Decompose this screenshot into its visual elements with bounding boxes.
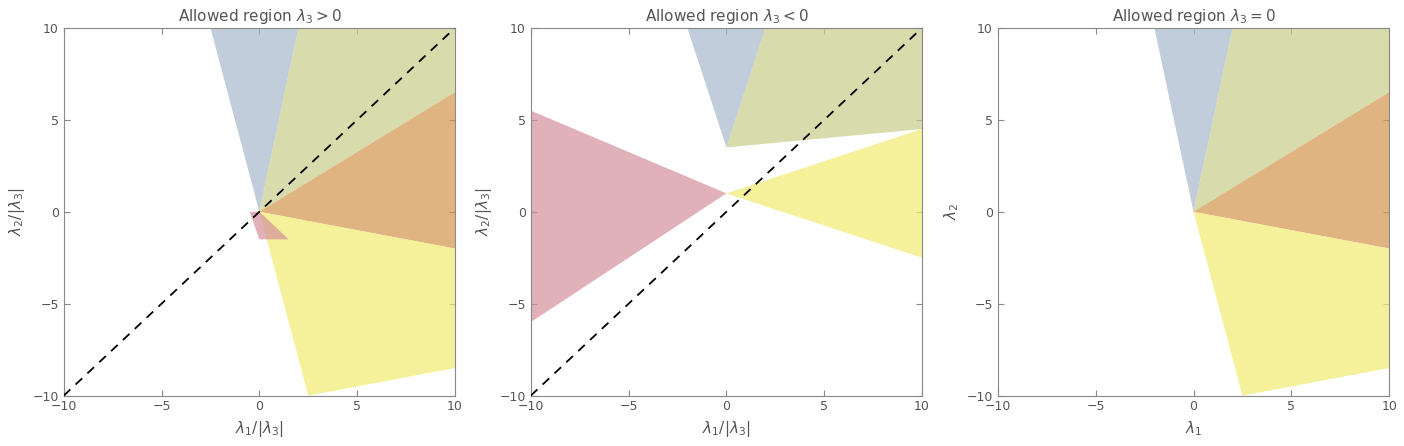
Polygon shape xyxy=(1193,28,1389,212)
Title: Allowed region $\lambda_3 = 0$: Allowed region $\lambda_3 = 0$ xyxy=(1112,7,1275,26)
Y-axis label: $\lambda_2/|\lambda_3|$: $\lambda_2/|\lambda_3|$ xyxy=(475,187,494,236)
Title: Allowed region $\lambda_3 < 0$: Allowed region $\lambda_3 < 0$ xyxy=(644,7,809,26)
Polygon shape xyxy=(260,92,455,248)
Polygon shape xyxy=(688,28,765,148)
Polygon shape xyxy=(1193,212,1389,396)
Title: Allowed region $\lambda_3 > 0$: Allowed region $\lambda_3 > 0$ xyxy=(177,7,341,26)
Polygon shape xyxy=(726,28,922,148)
Polygon shape xyxy=(726,129,922,258)
Polygon shape xyxy=(260,28,455,212)
X-axis label: $\lambda_1/|\lambda_3|$: $\lambda_1/|\lambda_3|$ xyxy=(702,419,751,439)
Polygon shape xyxy=(260,212,455,396)
Y-axis label: $\lambda_2/|\lambda_3|$: $\lambda_2/|\lambda_3|$ xyxy=(7,187,27,236)
Polygon shape xyxy=(531,111,726,322)
Polygon shape xyxy=(211,28,299,212)
X-axis label: $\lambda_1/|\lambda_3|$: $\lambda_1/|\lambda_3|$ xyxy=(234,419,284,439)
Polygon shape xyxy=(250,212,289,240)
Y-axis label: $\lambda_2$: $\lambda_2$ xyxy=(942,203,962,220)
Polygon shape xyxy=(1154,28,1233,212)
X-axis label: $\lambda_1$: $\lambda_1$ xyxy=(1185,419,1202,438)
Polygon shape xyxy=(1193,92,1389,248)
